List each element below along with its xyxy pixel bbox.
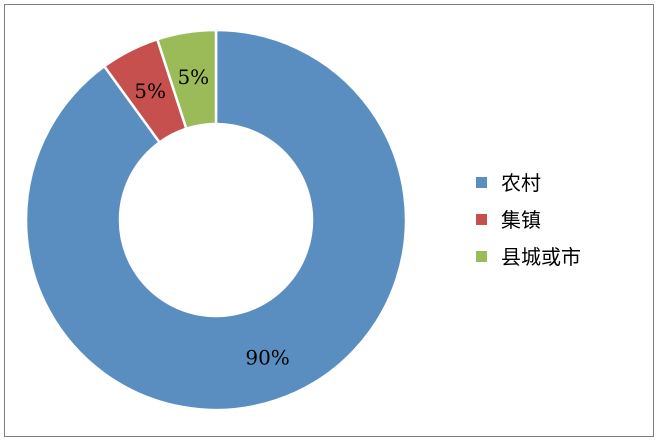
legend-label-rural: 农村 xyxy=(501,171,541,195)
legend-label-county-or-city: 县城或市 xyxy=(501,245,581,269)
legend-swatch-rural xyxy=(476,177,487,188)
slice-rural xyxy=(24,28,408,412)
slice-county-or-city xyxy=(155,28,218,131)
data-label-town: 5% xyxy=(134,79,166,103)
data-label-county-or-city: 5% xyxy=(177,65,209,89)
legend-swatch-county-or-city xyxy=(476,251,487,262)
donut-slices xyxy=(24,28,408,412)
legend-label-town: 集镇 xyxy=(501,208,541,232)
data-labels: 90% 5% 5% xyxy=(134,65,290,369)
legend-swatch-town xyxy=(476,214,487,225)
data-label-rural: 90% xyxy=(245,345,289,369)
